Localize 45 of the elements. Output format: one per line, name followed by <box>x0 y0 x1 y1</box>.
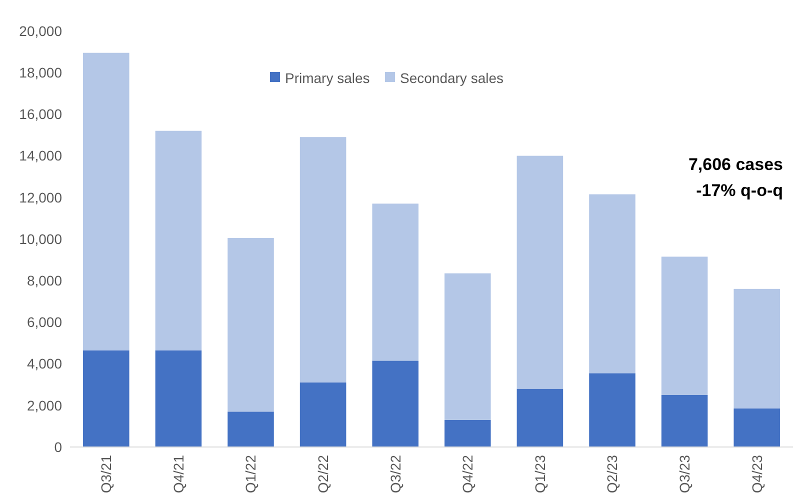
y-tick-label: 2,000 <box>26 397 62 414</box>
bar <box>661 395 708 447</box>
y-tick-label: 20,000 <box>19 22 62 39</box>
x-tick-label: Q3/22 <box>387 454 404 493</box>
y-tick-label: 8,000 <box>26 272 62 288</box>
bar <box>589 194 636 374</box>
x-tick-label: Q2/22 <box>314 454 331 493</box>
bar <box>589 373 636 447</box>
x-tick-label: Q1/22 <box>242 454 259 493</box>
bar <box>734 288 780 409</box>
x-tick-label: Q2/23 <box>604 454 620 493</box>
bar <box>372 204 418 361</box>
bar <box>372 360 418 447</box>
y-tick-label: 12,000 <box>19 189 62 206</box>
x-tick-label: Q3/23 <box>676 454 692 493</box>
x-tick-label: Q4/21 <box>170 454 186 493</box>
bar <box>83 52 130 350</box>
x-tick-label: Q3/21 <box>98 454 114 493</box>
bar <box>300 382 346 447</box>
annotation: 7,606 cases <box>688 155 783 174</box>
y-tick-label: 14,000 <box>19 148 62 164</box>
legend-label: Secondary sales <box>400 70 504 86</box>
y-tick-label: 0 <box>54 438 62 455</box>
bar <box>300 137 346 383</box>
x-tick-label: Q4/23 <box>748 454 765 493</box>
y-tick-label: 18,000 <box>19 64 62 80</box>
legend-label: Primary sales <box>285 70 370 86</box>
bar <box>228 412 274 447</box>
bar <box>734 408 780 447</box>
bar <box>516 388 564 447</box>
annotation: -17% q-o-q <box>696 181 783 200</box>
bar <box>444 420 491 447</box>
bar <box>516 156 564 389</box>
bar <box>155 130 202 350</box>
y-tick-label: 16,000 <box>19 106 62 122</box>
x-tick-label: Q4/22 <box>460 454 476 493</box>
bar <box>155 350 202 447</box>
y-tick-label: 10,000 <box>19 230 62 247</box>
bar <box>228 238 274 412</box>
bar <box>444 273 491 420</box>
bar <box>83 350 130 447</box>
bar <box>661 256 708 395</box>
x-tick-label: Q1/23 <box>532 454 548 493</box>
y-tick-label: 4,000 <box>26 356 62 372</box>
y-tick-label: 6,000 <box>26 314 62 330</box>
